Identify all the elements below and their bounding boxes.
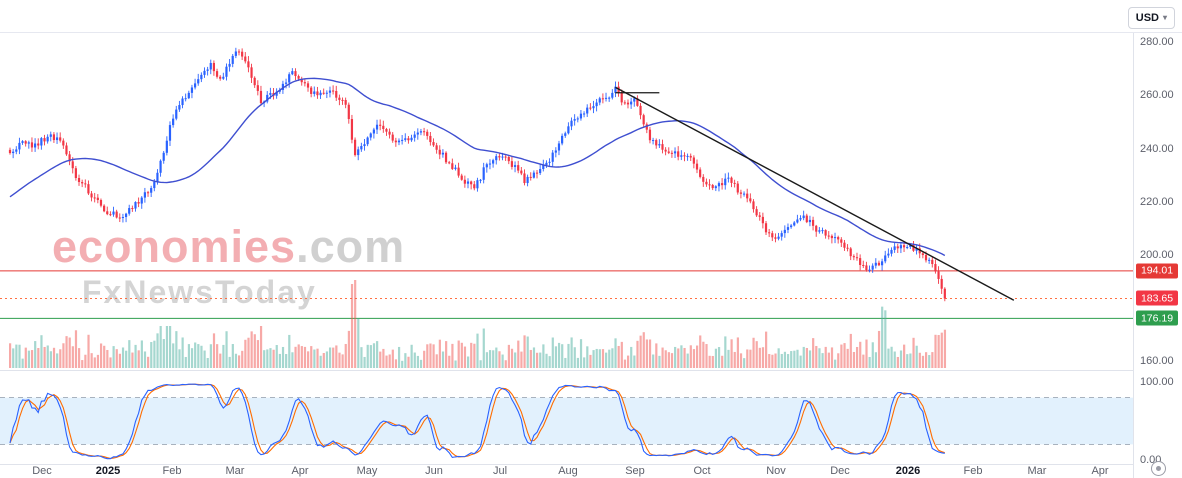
time-tick: Mar [225,465,245,477]
chart-canvas[interactable] [0,0,1133,478]
time-tick: Jun [425,465,443,477]
time-tick: Apr [1091,465,1109,477]
time-tick: Oct [693,465,711,477]
pane-separator[interactable] [0,370,1182,371]
time-tick: Dec [32,465,52,477]
time-tick: Jul [492,465,508,477]
tradingview-logo-icon[interactable] [1151,461,1166,476]
time-tick: Nov [766,465,786,477]
price-level-badge: 176.19 [1136,310,1178,326]
price-level-badge: 183.65 [1136,290,1178,306]
price-tick: 240.00 [1140,142,1174,155]
price-axis[interactable]: 280.00 260.00 240.00 220.00 200.00 160.00 100.… [1133,33,1182,478]
time-tick: Feb [963,465,983,477]
time-tick: Apr [291,465,309,477]
currency-dropdown[interactable]: USD ▾ [1127,7,1175,29]
time-tick: Aug [558,465,578,477]
time-tick: Feb [162,465,182,477]
time-tick: 2026 [895,465,921,477]
time-tick: Sep [625,465,645,477]
price-tick: 220.00 [1140,195,1174,208]
currency-label: USD [1135,12,1159,24]
topbar: USD ▾ [0,0,1182,33]
time-tick: 2025 [95,465,121,477]
time-axis-separator [0,464,1182,465]
oscillator-tick: 100.00 [1140,376,1174,388]
price-tick: 160.00 [1140,355,1174,368]
price-tick: 260.00 [1140,89,1174,102]
time-tick: May [356,465,378,477]
time-axis[interactable]: Dec 2025 Feb Mar Apr May Jun Jul Aug Sep Oct Nov Dec… [0,465,1133,478]
price-tick: 200.00 [1140,249,1174,261]
chevron-down-icon: ▾ [1162,13,1167,22]
price-level-badge: 194.01 [1136,263,1178,279]
time-tick: Mar [1027,465,1047,477]
time-tick: Dec [830,465,850,477]
price-tick: 280.00 [1140,36,1174,49]
